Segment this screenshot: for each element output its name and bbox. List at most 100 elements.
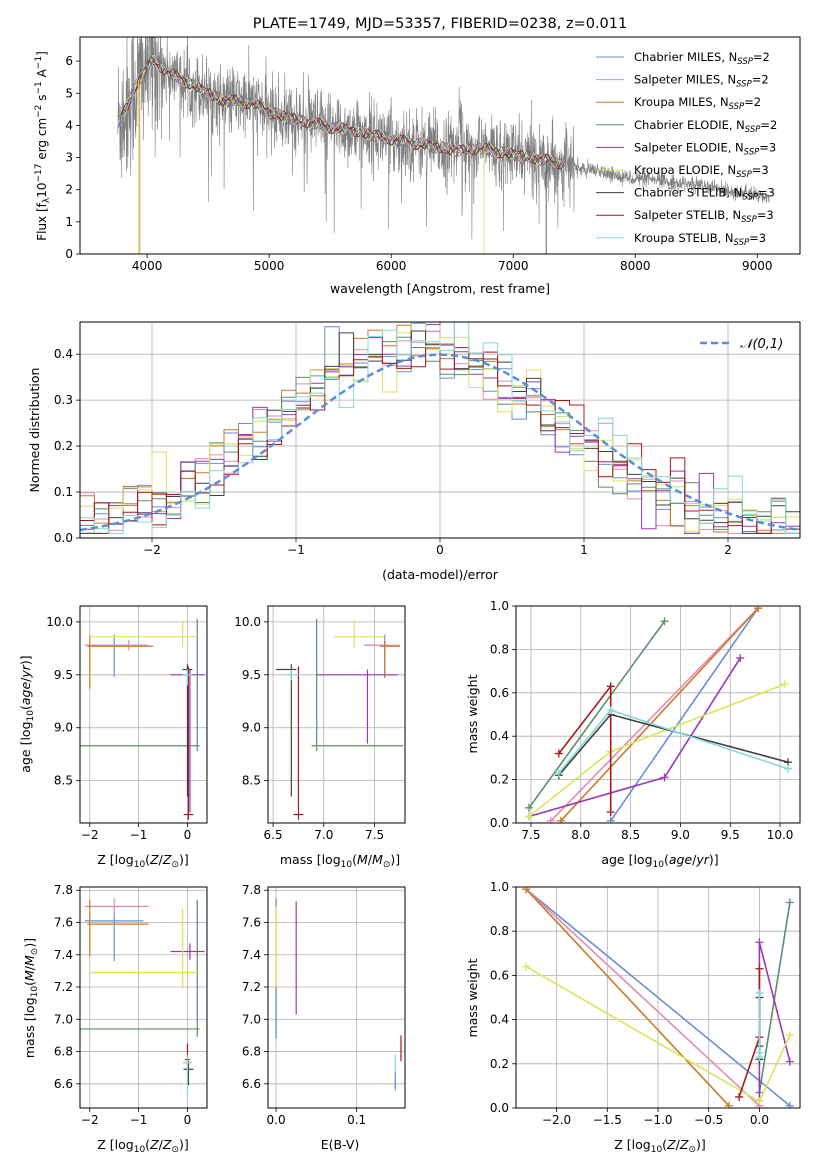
histogram-series <box>80 322 800 534</box>
series-marker <box>785 1057 794 1066</box>
y-tick-label: 0.1 <box>54 485 73 499</box>
x-axis-label: age [log10(age/yr)] <box>601 852 718 870</box>
z-massweight-chart: −2.0 −1.5 −1.0 −0.5 0.0 0.0 0.2 0.4 0.6 0.8 1.0 Z [… <box>465 880 801 1155</box>
y-tick-label: 7.8 <box>54 883 73 897</box>
series-line <box>525 888 730 1107</box>
y-tick-label: 2 <box>65 183 73 197</box>
y-axis-label: mass weight <box>465 958 480 1037</box>
y-tick-label: 9.5 <box>54 668 73 682</box>
y-tick-label: 0.4 <box>490 1013 509 1027</box>
series-line <box>525 888 791 1107</box>
x-tick-label: 7.5 <box>521 828 540 842</box>
axes-frame <box>267 886 406 1109</box>
y-axis-label: mass [log10(M/M⊙)] <box>22 938 40 1058</box>
series-marker <box>785 1031 794 1040</box>
y-axis-label: Normed distribution <box>27 368 42 493</box>
model-spectrum-line <box>117 62 565 168</box>
y-tick-label: 0.0 <box>54 531 73 545</box>
y-tick-label: 9.0 <box>54 721 73 735</box>
series-marker <box>755 989 764 998</box>
x-tick-label: 1 <box>580 543 588 557</box>
legend-label: Kroupa STELIB, NSSP=3 <box>634 231 766 248</box>
x-tick-label: 0 <box>184 1113 192 1127</box>
histogram-series <box>80 330 800 534</box>
y-tick-label: 9.5 <box>242 668 261 682</box>
y-tick-label: 10.0 <box>234 615 261 629</box>
series-marker <box>755 1053 764 1062</box>
series-marker <box>606 706 615 715</box>
y-tick-label: 10.0 <box>46 615 73 629</box>
series-marker <box>556 816 565 823</box>
series-marker <box>524 812 533 821</box>
model-spectrum-line <box>117 57 565 167</box>
x-tick-label: 0.0 <box>750 1113 769 1127</box>
x-axis-label: Z [log10(Z/Z⊙)] <box>97 1137 189 1155</box>
z-age-errorbar-chart: −2 −1 0 8.5 9.0 9.5 10.0 Z [log10(Z/Z⊙)] age [lo… <box>18 605 208 870</box>
x-tick-label: 4000 <box>132 259 163 273</box>
series-marker <box>554 749 563 758</box>
x-axis-label: Z [log10(Z/Z⊙)] <box>614 1137 706 1155</box>
x-tick-label: 8000 <box>620 259 651 273</box>
plot-area <box>80 898 205 1099</box>
series-line <box>525 888 760 1107</box>
x-tick-label: −2.0 <box>542 1113 571 1127</box>
series-marker <box>606 682 615 691</box>
y-tick-label: 0 <box>65 247 73 261</box>
y-tick-label: 9.0 <box>242 721 261 735</box>
legend: 𝒩(0,1) <box>700 337 783 352</box>
axes-frame <box>79 886 208 1109</box>
series-marker <box>660 773 669 782</box>
x-tick-label: 0 <box>436 543 444 557</box>
y-tick-label: 0.2 <box>490 1057 509 1071</box>
y-tick-label: 7.8 <box>242 883 261 897</box>
y-tick-label: 8.5 <box>54 774 73 788</box>
x-tick-label: 7000 <box>498 259 529 273</box>
plot-area <box>276 618 403 820</box>
y-tick-label: 7.0 <box>54 1012 73 1026</box>
y-tick-label: 7.0 <box>242 1012 261 1026</box>
series-marker <box>735 1092 744 1101</box>
x-axis-label: mass [log10(M/M⊙)] <box>280 852 400 870</box>
series-marker <box>606 816 615 823</box>
series-line <box>758 942 791 1102</box>
axes-frame <box>515 605 801 824</box>
x-tick-label: 10.0 <box>767 828 794 842</box>
y-tick-label: 6.6 <box>242 1077 261 1091</box>
y-tick-label: 6.8 <box>242 1045 261 1059</box>
y-tick-label: 1.0 <box>490 880 509 894</box>
y-tick-label: 0.0 <box>490 1101 509 1115</box>
y-tick-label: 7.2 <box>242 980 261 994</box>
y-tick-label: 8.5 <box>242 774 261 788</box>
axes-frame <box>267 605 406 824</box>
ebv-mass-errorbar-chart: 0.0 0.1 6.6 6.8 7.0 7.2 7.4 7.6 7.8 E(B-V) <box>242 883 406 1152</box>
y-tick-label: 6.6 <box>54 1077 73 1091</box>
axes-frame <box>79 36 801 255</box>
x-tick-label: −1 <box>130 828 148 842</box>
y-tick-label: 0.6 <box>490 968 509 982</box>
x-tick-label: −1.5 <box>593 1113 622 1127</box>
observed-spectrum <box>117 37 770 240</box>
y-tick-label: 1.0 <box>490 599 509 613</box>
x-tick-label: 9000 <box>742 259 773 273</box>
x-tick-label: 6000 <box>376 259 407 273</box>
series-marker <box>755 938 764 947</box>
series-line <box>560 607 759 822</box>
x-tick-label: 9.0 <box>671 828 690 842</box>
series-marker <box>522 887 531 894</box>
series-line <box>528 657 741 818</box>
y-tick-label: 3 <box>65 151 73 165</box>
series-marker <box>524 803 533 812</box>
y-tick-label: 0.4 <box>490 729 509 743</box>
legend-label: Salpeter MILES, NSSP=2 <box>634 73 769 90</box>
x-axis-label: E(B-V) <box>321 1137 360 1152</box>
x-tick-label: −2 <box>81 828 99 842</box>
y-axis-label: age [log10(age/yr)] <box>18 655 36 772</box>
y-tick-label: 0.3 <box>54 393 73 407</box>
y-tick-label: 0.8 <box>490 924 509 938</box>
x-tick-label: 5000 <box>254 259 285 273</box>
plot-area <box>524 606 793 823</box>
y-tick-label: 0.0 <box>490 816 509 830</box>
y-tick-label: 0.2 <box>490 773 509 787</box>
y-tick-label: 5 <box>65 86 73 100</box>
